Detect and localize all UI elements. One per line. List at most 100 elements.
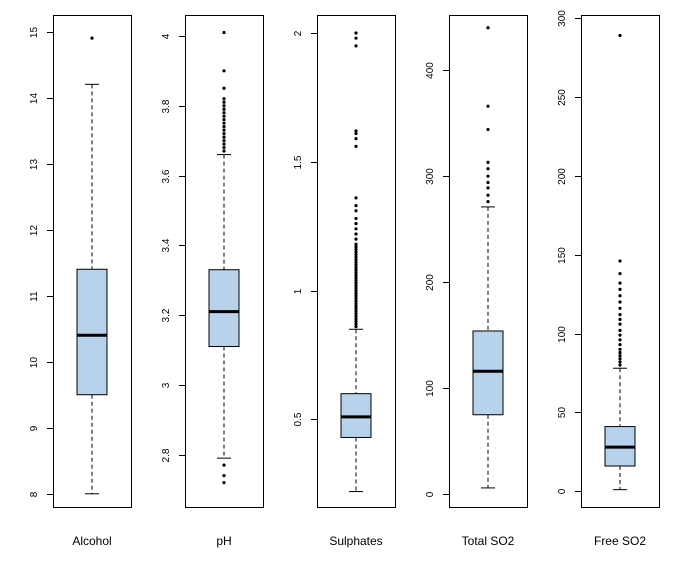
outlier-point: [222, 480, 226, 485]
outlier-point: [354, 289, 358, 293]
outlier-point: [618, 317, 622, 321]
y-tick-label: 200: [557, 168, 568, 185]
outlier-point: [222, 111, 226, 115]
outlier-point: [354, 245, 358, 249]
outlier-point: [486, 26, 490, 30]
outlier-point: [618, 313, 622, 317]
outlier-point: [354, 317, 358, 321]
panel-label-total-so2: Total SO2: [462, 534, 515, 548]
outlier-point: [354, 242, 358, 246]
outlier-point: [486, 180, 490, 185]
outlier-point: [354, 36, 358, 40]
y-tick-label: 8: [29, 491, 40, 497]
y-tick-label: 100: [557, 326, 568, 343]
y-tick-label: 3.8: [161, 99, 172, 113]
panel-label-ph: pH: [216, 534, 231, 548]
y-tick-label: 300: [557, 10, 568, 27]
outlier-point: [618, 338, 622, 342]
outlier-point: [222, 463, 226, 467]
outlier-point: [354, 44, 358, 48]
outlier-point: [354, 276, 358, 280]
outlier-point: [354, 281, 358, 285]
outlier-point: [354, 273, 358, 277]
iqr-box: [76, 268, 108, 396]
outlier-point: [222, 121, 226, 125]
outlier-point: [222, 149, 226, 153]
outlier-point: [618, 294, 622, 298]
outlier-point: [354, 294, 358, 298]
outlier-point: [354, 196, 358, 200]
outlier-point: [354, 304, 358, 308]
outlier-point: [222, 86, 226, 90]
outlier-point: [354, 144, 358, 148]
outlier-point: [354, 204, 358, 208]
outlier-point: [618, 333, 622, 337]
plot-frame: [53, 15, 132, 508]
y-tick-label: 1: [293, 288, 304, 294]
outlier-point: [90, 36, 94, 40]
outlier-point: [618, 357, 622, 361]
outlier-point: [486, 193, 490, 197]
y-tick-label: 50: [557, 407, 568, 419]
panel-sulphates: 0.5 1 1.5 2 Sulphates: [293, 15, 396, 548]
outlier-point: [354, 131, 358, 136]
iqr-box: [472, 330, 504, 416]
y-axis-alcohol: 8 9 10 11 12 13 14 15: [29, 27, 53, 497]
outlier-point: [222, 104, 226, 108]
outlier-point: [222, 107, 226, 111]
outlier-point: [354, 296, 358, 300]
outlier-point: [486, 104, 490, 108]
y-tick-label: 9: [29, 425, 40, 431]
outlier-point: [354, 258, 358, 262]
outlier-point: [618, 360, 622, 364]
y-tick-label: 2.8: [161, 448, 172, 462]
y-axis-free-so2: 0 50 100 150 200 250 300: [557, 10, 581, 494]
outlier-point: [222, 139, 226, 143]
outlier-point: [486, 160, 490, 164]
outlier-point: [618, 306, 622, 310]
y-tick-label: 250: [557, 89, 568, 106]
outlier-point: [354, 291, 358, 295]
outlier-point: [354, 325, 358, 329]
y-tick-label: 100: [425, 380, 436, 397]
outlier-point: [618, 287, 622, 291]
y-tick-label: 10: [29, 357, 40, 369]
outlier-point: [354, 301, 358, 306]
outlier-point: [354, 250, 358, 254]
panel-label-alcohol: Alcohol: [72, 534, 111, 548]
outlier-point: [222, 30, 226, 35]
outlier-point: [618, 347, 622, 351]
outlier-point: [486, 167, 490, 171]
y-tick-label: 3.6: [161, 169, 172, 183]
y-tick-label: 1.5: [293, 155, 304, 169]
outlier-point: [222, 473, 226, 478]
outlier-point: [354, 278, 358, 282]
y-tick-label: 0: [557, 488, 568, 494]
outlier-point: [354, 31, 358, 35]
outlier-point: [486, 174, 490, 178]
panel-alcohol: 8 9 10 11 12 13 14 15 Alcohol: [29, 15, 132, 548]
outlier-point: [618, 281, 622, 285]
y-tick-label: 3.2: [161, 308, 172, 322]
outlier-point: [354, 299, 358, 303]
outlier-point: [618, 328, 622, 332]
outlier-point: [618, 272, 622, 276]
outlier-point: [354, 227, 358, 231]
outlier-point: [222, 145, 226, 150]
outlier-point: [618, 322, 622, 326]
y-axis-total-so2: 0 100 200 300 400: [425, 62, 449, 497]
outlier-point: [486, 127, 490, 132]
y-tick-label: 4: [161, 33, 172, 39]
outlier-point: [354, 322, 358, 326]
outlier-point: [222, 118, 226, 122]
outlier-point: [354, 286, 358, 290]
outlier-point: [354, 247, 358, 252]
outlier-point: [486, 200, 490, 204]
outlier-point: [354, 283, 358, 288]
outlier-point: [618, 33, 622, 38]
outlier-point: [354, 309, 358, 313]
outlier-point: [222, 125, 226, 129]
outlier-point: [354, 307, 358, 311]
panel-ph: 2.8 3 3.2 3.4 3.6 3.8 4 pH: [161, 15, 264, 548]
outlier-point: [354, 209, 358, 213]
